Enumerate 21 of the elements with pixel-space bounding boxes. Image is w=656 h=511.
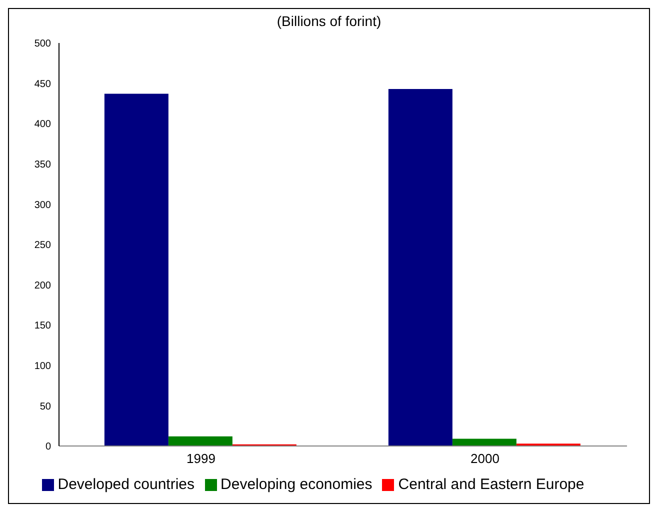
y-tick-label: 150: [34, 320, 52, 332]
bar: [388, 88, 452, 446]
x-tick-label: 2000: [470, 451, 500, 466]
y-tick-label: 300: [34, 200, 52, 211]
y-tick-label: 350: [34, 159, 52, 170]
bar: [168, 436, 232, 446]
y-tick-label: 100: [34, 360, 52, 372]
y-tick-label: 400: [34, 119, 52, 130]
bar: [452, 438, 516, 446]
y-tick-label: 450: [34, 78, 52, 90]
x-tick-label: 1999: [186, 451, 216, 466]
y-tick-label: 50: [40, 401, 52, 412]
y-tick-label: 0: [45, 442, 52, 453]
bar: [104, 94, 168, 446]
legend-label: Central and Eastern Europe: [398, 476, 584, 493]
legend-label: Developed countries: [58, 476, 195, 493]
y-tick-label: 500: [34, 38, 52, 50]
chart-title: (Billions of forint): [276, 12, 382, 31]
y-tick-label: 200: [34, 280, 52, 292]
legend-label: Developing economies: [220, 476, 372, 493]
y-tick-label: 250: [34, 240, 52, 252]
